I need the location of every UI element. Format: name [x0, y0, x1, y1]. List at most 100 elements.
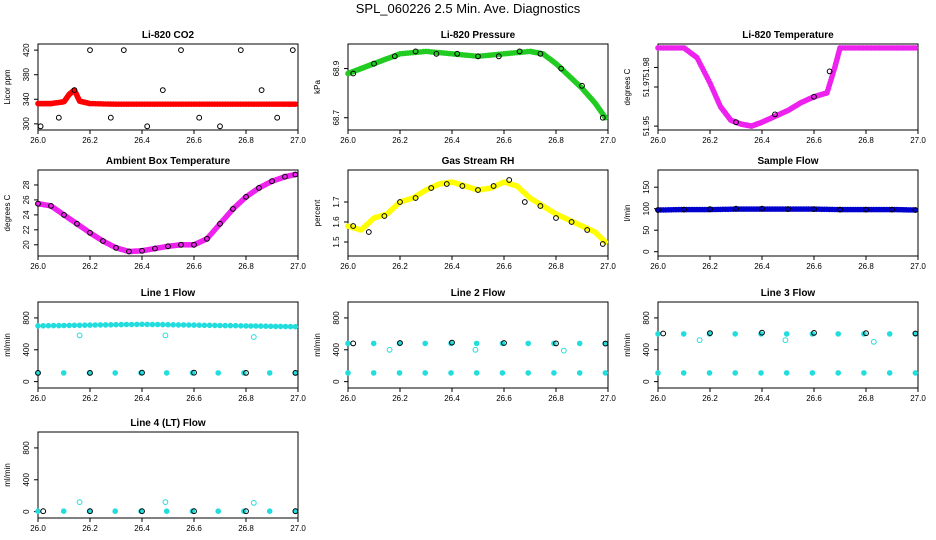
data-point [60, 508, 67, 515]
x-tick-label: 27.0 [600, 394, 616, 403]
data-point [144, 321, 151, 328]
data-point [584, 227, 591, 233]
series-line3-outliers [696, 337, 877, 345]
data-point [422, 340, 429, 347]
x-tick-label: 26.8 [858, 262, 874, 271]
x-tick-label: 26.2 [702, 262, 718, 271]
data-point [159, 87, 166, 93]
x-tick-label: 26.2 [702, 394, 718, 403]
data-point [50, 322, 57, 329]
data-point [680, 331, 687, 337]
data-point [196, 322, 203, 329]
panel-title: Line 3 Flow [761, 288, 816, 299]
data-point [785, 206, 791, 213]
panel-title: Line 4 (LT) Flow [130, 418, 206, 429]
data-point [499, 370, 506, 376]
y-tick-label: 400 [22, 473, 31, 487]
y-tick-label: 26 [22, 195, 31, 204]
y-tick-label: 51.97 [642, 76, 651, 97]
data-point [45, 322, 52, 329]
data-point [490, 183, 497, 189]
data-point [66, 322, 72, 329]
panel-2: Li-820 Pressure kPa 26.0 26.2 26.4 26.6 26.8 27… [313, 30, 616, 145]
data-point [292, 101, 299, 107]
x-tick-label: 27.0 [290, 394, 306, 403]
series-pressure-raw [350, 48, 606, 121]
data-point [201, 322, 208, 329]
data-point [733, 119, 739, 126]
data-point [170, 321, 177, 328]
y-tick-label: 51.98 [642, 57, 651, 78]
series-line2-main [345, 340, 609, 347]
x-tick-label: 26.6 [186, 394, 202, 403]
x-tick-label: 26.4 [754, 136, 770, 145]
data-point [238, 322, 244, 329]
data-point [277, 323, 284, 330]
data-point [250, 500, 257, 506]
data-point [732, 331, 738, 337]
panel-title: Line 2 Flow [451, 288, 506, 299]
data-point [232, 322, 239, 329]
x-tick-label: 26.0 [340, 394, 356, 403]
panel-title: Li-820 Temperature [742, 30, 834, 41]
x-tick-label: 27.0 [910, 136, 926, 145]
x-tick-label: 26.2 [82, 524, 98, 533]
x-tick-label: 26.2 [82, 394, 98, 403]
data-point [292, 171, 299, 178]
y-tick-label: 800 [22, 311, 31, 325]
y-tick-label: 800 [22, 441, 31, 455]
y-tick-label: 400 [22, 343, 31, 357]
data-point [287, 323, 294, 330]
data-point [733, 205, 739, 212]
y-tick-label: 1.6 [332, 216, 341, 228]
data-point [163, 370, 170, 376]
data-point [350, 223, 357, 229]
data-point [521, 199, 528, 205]
x-tick-label: 26.6 [806, 136, 822, 145]
data-point [128, 321, 135, 328]
data-point [97, 322, 104, 328]
data-point [112, 370, 118, 376]
data-point [55, 322, 62, 329]
data-point [537, 50, 544, 57]
data-point [204, 235, 210, 242]
data-point [428, 185, 435, 191]
y-tick-label: 0 [22, 509, 31, 514]
data-point [475, 53, 481, 60]
data-point [835, 331, 841, 337]
panel-8: Line 2 Flow ml/min 26.0 26.2 26.4 26.6 26.8 27.… [313, 288, 616, 403]
x-tick-label: 26.2 [82, 262, 98, 271]
data-point [87, 229, 93, 236]
data-point [144, 123, 151, 130]
data-point [576, 340, 583, 347]
data-point [568, 219, 575, 225]
series-co2 [35, 87, 299, 107]
y-axis-label: degrees C [623, 68, 632, 105]
x-tick-label: 26.0 [340, 136, 356, 145]
plot-frame [37, 431, 299, 519]
data-point [422, 370, 429, 376]
data-point [345, 370, 351, 376]
data-point [165, 321, 171, 328]
data-point [230, 206, 236, 212]
panel-title: Sample Flow [757, 156, 818, 167]
data-point [61, 322, 67, 329]
data-point [55, 114, 62, 121]
data-point [123, 321, 130, 328]
data-point [381, 213, 388, 219]
data-point [191, 508, 197, 515]
data-point [196, 114, 203, 121]
y-axis-label: degrees C [3, 194, 12, 231]
data-point [215, 370, 222, 376]
x-tick-label: 26.6 [806, 394, 822, 403]
x-tick-label: 26.4 [444, 262, 460, 271]
series-line3-low [655, 370, 919, 376]
series-sample-flow-raw [655, 205, 919, 213]
data-point [459, 183, 466, 189]
x-tick-label: 26.4 [134, 262, 150, 271]
data-point [139, 508, 145, 515]
data-point [602, 340, 609, 347]
data-point [811, 206, 817, 213]
x-tick-label: 26.8 [238, 394, 254, 403]
